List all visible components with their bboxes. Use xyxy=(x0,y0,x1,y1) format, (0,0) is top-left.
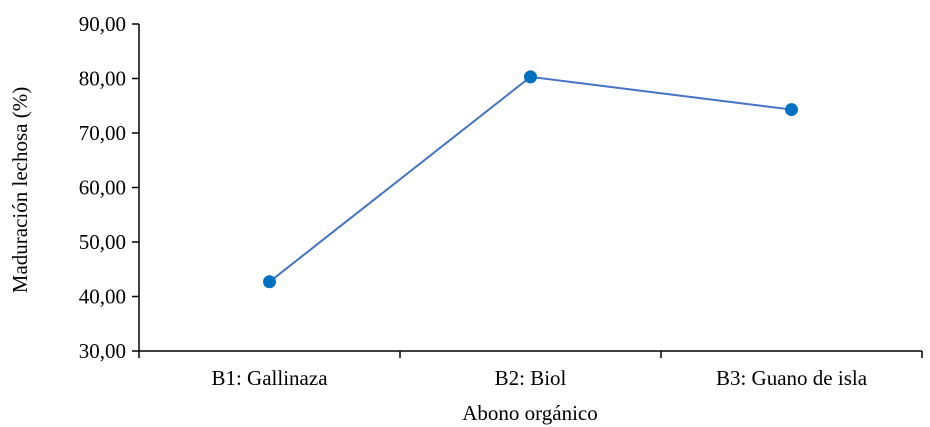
data-point xyxy=(785,103,798,117)
y-tick-labels: 30,00 40,00 50,00 60,00 70,00 80,00 90,00 xyxy=(79,12,139,363)
data-point xyxy=(524,70,537,84)
x-tick-label: B1: Gallinaza xyxy=(211,366,328,390)
y-axis: 30,00 40,00 50,00 60,00 70,00 80,00 90,00 xyxy=(79,12,140,363)
x-tick-labels: B1: Gallinaza B2: Biol B3: Guano de isla xyxy=(138,351,923,390)
y-tick-label: 40,00 xyxy=(79,285,126,309)
y-tick-label: 70,00 xyxy=(79,121,126,145)
x-tick-label: B2: Biol xyxy=(495,366,567,390)
series-layer xyxy=(263,70,798,289)
x-axis-title: Abono orgánico xyxy=(462,401,598,425)
y-tick-label: 60,00 xyxy=(79,176,126,200)
y-tick-label: 80,00 xyxy=(79,67,126,91)
y-tick-label: 90,00 xyxy=(79,12,126,36)
x-tick-label: B3: Guano de isla xyxy=(716,366,868,390)
y-axis-title: Maduración lechosa (%) xyxy=(8,87,32,293)
series-line xyxy=(268,75,792,283)
y-tick-label: 30,00 xyxy=(79,339,126,363)
data-point xyxy=(263,275,276,289)
y-tick-label: 50,00 xyxy=(79,230,126,254)
x-axis: B1: Gallinaza B2: Biol B3: Guano de isla xyxy=(138,350,923,390)
